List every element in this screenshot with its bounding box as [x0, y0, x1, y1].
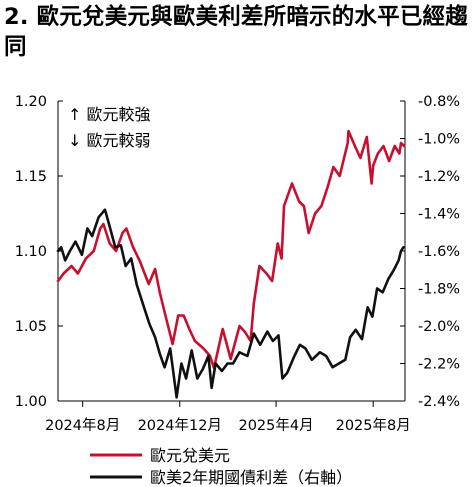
x-tick-label: 2024年12月	[138, 417, 222, 434]
right-tick-label: -2.0%	[418, 319, 460, 335]
yield-spread-line	[56, 208, 405, 399]
left-tick-label: 1.00	[15, 394, 47, 410]
legend-label: 歐元兌美元	[150, 446, 230, 465]
right-tick-label: -2.4%	[418, 394, 460, 410]
right-tick-label: -1.2%	[418, 169, 460, 185]
right-tick-label: -1.4%	[418, 207, 460, 223]
x-tick-label: 2024年8月	[45, 417, 120, 434]
left-tick-label: 1.15	[15, 169, 47, 185]
chart-title: 2. 歐元兌美元與歐美利差所暗示的水平已經趨同	[4, 4, 468, 60]
annotation-euro-weaker: ↓ 歐元較弱	[68, 131, 151, 150]
right-tick-label: -2.2%	[418, 357, 460, 373]
right-tick-label: -0.8%	[418, 94, 460, 110]
right-tick-label: -1.8%	[418, 282, 460, 298]
annotations: ↑ 歐元較強 ↓ 歐元較弱	[68, 105, 151, 150]
annotation-euro-stronger: ↑ 歐元較強	[68, 105, 151, 124]
legend-label: 歐美2年期國債利差（右軸）	[150, 468, 352, 487]
left-tick-label: 1.20	[15, 94, 47, 110]
right-tick-label: -1.6%	[418, 244, 460, 260]
x-tick-label: 2025年4月	[238, 417, 313, 434]
x-tick-label: 2025年8月	[336, 417, 411, 434]
left-tick-label: 1.05	[15, 319, 47, 335]
left-tick-label: 1.10	[15, 244, 47, 260]
right-tick-label: -1.0%	[418, 132, 460, 148]
